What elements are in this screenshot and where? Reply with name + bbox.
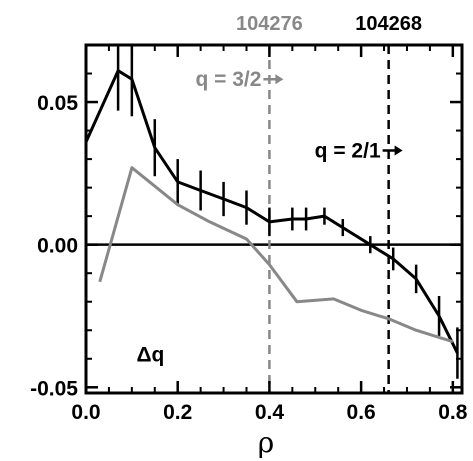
y-tick-label: 0.05 bbox=[37, 92, 78, 115]
x-axis-label: ρ bbox=[258, 426, 274, 459]
x-tick-label: 0.6 bbox=[347, 401, 376, 424]
series-104268 bbox=[86, 45, 459, 379]
vline-label-104276: 104276 bbox=[236, 13, 303, 35]
series-line-104276 bbox=[98, 166, 454, 344]
x-tick-label: 0.0 bbox=[71, 401, 100, 424]
plot-layer: q = 3/2 q = 2/1 0.0 0.2 0.4 0.6 0.8 0.05 0.00 -0.… bbox=[30, 43, 468, 424]
delta-q-annotation: Δq bbox=[136, 344, 164, 367]
vline-annotation-2: q = 2/1 bbox=[315, 140, 381, 163]
series-line-104268 bbox=[86, 69, 459, 354]
y-tick-label: 0.00 bbox=[37, 235, 78, 258]
vline-annotation-1: q = 3/2 bbox=[195, 68, 261, 91]
series-104276 bbox=[98, 166, 454, 344]
vline-arrow-head-2 bbox=[394, 145, 403, 156]
plot-frame bbox=[84, 43, 464, 395]
x-tick-label: 0.8 bbox=[438, 401, 468, 424]
x-tick-label: 0.2 bbox=[163, 401, 192, 424]
y-tick-label: -0.05 bbox=[30, 377, 78, 400]
vline-label-104268: 104268 bbox=[355, 13, 422, 35]
vline-arrow-head-1 bbox=[275, 74, 284, 85]
x-tick-label: 0.4 bbox=[255, 401, 285, 424]
